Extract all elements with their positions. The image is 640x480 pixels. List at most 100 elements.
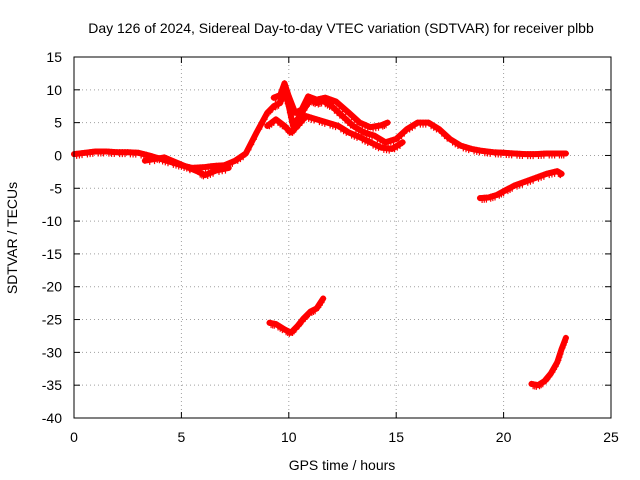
data-point: [325, 95, 332, 104]
data-point: [100, 148, 107, 157]
data-point: [362, 121, 369, 130]
data-point: [122, 149, 129, 158]
data-point: [351, 131, 358, 140]
data-point: [253, 129, 260, 136]
data-point: [300, 115, 307, 124]
data-point: [281, 80, 288, 87]
data-point: [463, 144, 470, 153]
data-point: [138, 150, 145, 159]
data-point: [199, 164, 206, 171]
data-point: [339, 104, 346, 113]
data-point: [367, 139, 374, 146]
data-point: [316, 117, 323, 126]
y-axis-label: SDTVAR / TECUs: [4, 182, 20, 294]
data-point: [234, 155, 241, 164]
data-point: [519, 150, 526, 159]
data-point: [436, 126, 443, 133]
data-point: [336, 110, 343, 119]
data-point: [250, 134, 257, 143]
data-point: [245, 145, 252, 154]
data-point: [345, 129, 352, 136]
data-point: [519, 179, 526, 188]
data-point: [207, 169, 214, 178]
data-point: [562, 334, 569, 341]
x-tick-label: 25: [603, 429, 619, 445]
data-point: [305, 113, 312, 122]
data-point: [212, 167, 219, 174]
x-tick-label: 10: [281, 429, 297, 445]
y-tick-label: 15: [46, 49, 62, 65]
data-point: [371, 132, 378, 139]
data-point: [558, 170, 565, 177]
data-point: [356, 119, 363, 126]
series-3: [141, 154, 232, 180]
data-point: [367, 124, 374, 131]
series-5: [266, 295, 327, 337]
data-point: [530, 151, 537, 160]
data-point: [372, 141, 379, 150]
data-point: [530, 175, 537, 184]
chart-title: Day 126 of 2024, Sidereal Day-to-day VTE…: [88, 20, 594, 36]
data-point: [384, 119, 391, 126]
data-point: [333, 98, 340, 105]
data-point: [356, 134, 363, 141]
data-point: [487, 148, 494, 157]
data-point: [348, 130, 355, 139]
data-point: [248, 139, 255, 148]
data-point: [359, 120, 366, 129]
data-point: [425, 119, 432, 126]
data-point: [146, 156, 153, 165]
data-point: [446, 136, 453, 143]
data-point: [386, 145, 393, 154]
grid: [74, 57, 611, 418]
y-tick-label: 10: [46, 82, 62, 98]
data-point: [370, 140, 377, 149]
data-point: [347, 120, 354, 129]
data-point: [169, 158, 176, 167]
data-point: [399, 139, 406, 146]
x-tick-label: 20: [496, 429, 512, 445]
data-point: [204, 170, 211, 179]
data-point: [186, 165, 193, 174]
data-point: [89, 148, 96, 157]
data-point: [359, 135, 366, 144]
data-point: [161, 154, 168, 161]
data-point: [151, 156, 158, 165]
data-point: [336, 101, 343, 110]
data-point: [394, 142, 401, 151]
y-tick-label: -20: [42, 279, 62, 295]
plot-frame: [73, 56, 612, 419]
data-point: [543, 170, 550, 177]
data-point: [375, 122, 382, 131]
y-tick-label: -10: [42, 213, 62, 229]
data-point: [215, 166, 222, 175]
data-point: [261, 114, 268, 123]
data-point: [353, 117, 360, 126]
series-4: [476, 168, 565, 203]
data-point: [391, 144, 398, 153]
data-point: [319, 117, 326, 126]
x-tick-label: 15: [388, 429, 404, 445]
data-point: [409, 122, 416, 131]
data-point: [406, 124, 413, 133]
data-point: [225, 164, 232, 171]
data-point: [327, 96, 334, 105]
data-point: [561, 337, 568, 346]
data-point: [557, 349, 564, 358]
data-point: [552, 361, 559, 370]
data-point: [81, 149, 88, 156]
data-point: [327, 120, 334, 129]
data-point: [303, 96, 310, 105]
series-6: [528, 334, 569, 390]
y-tick-label: -40: [42, 410, 62, 426]
data-point: [210, 162, 217, 169]
data-point: [308, 114, 315, 123]
y-tick-label: -35: [42, 377, 62, 393]
data-point: [382, 139, 389, 146]
y-tick-label: -30: [42, 344, 62, 360]
data-point: [395, 133, 402, 142]
data-point: [335, 122, 342, 129]
data-point: [222, 165, 229, 174]
data-point: [258, 119, 265, 128]
